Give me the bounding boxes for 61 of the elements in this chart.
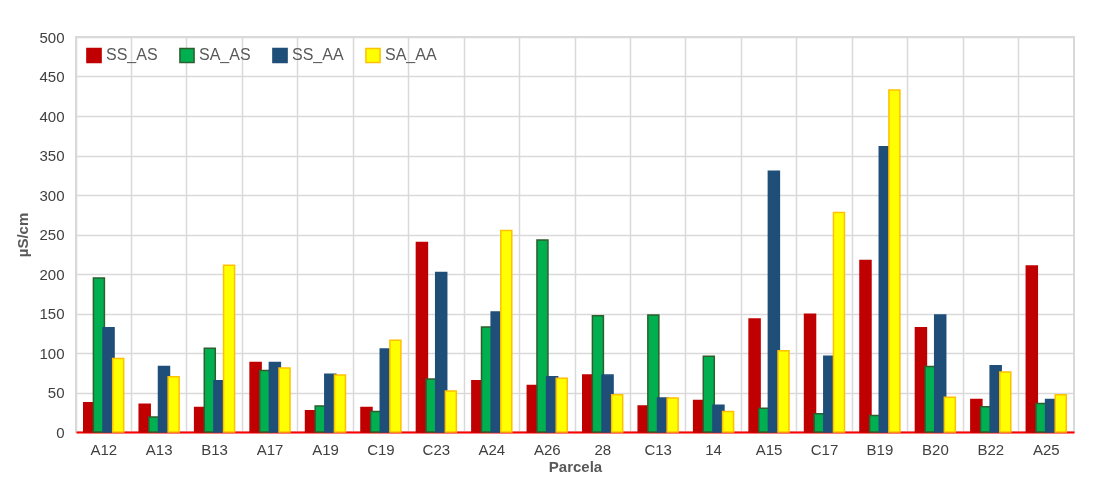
bar — [721, 410, 735, 433]
x-tick-label: B22 — [977, 440, 1005, 458]
bar — [500, 229, 513, 433]
x-tick-label: C19 — [367, 440, 395, 458]
bar — [832, 211, 846, 433]
x-tick-label: C17 — [810, 440, 839, 458]
bar — [777, 349, 790, 433]
bar — [888, 89, 901, 433]
x-tick-label: 28 — [594, 440, 612, 458]
bar — [666, 397, 679, 433]
bar — [111, 357, 125, 433]
x-tick-label: C23 — [422, 440, 451, 458]
bar — [1025, 265, 1039, 433]
x-tick-label: A25 — [1032, 440, 1060, 458]
y-tick-label: 450 — [39, 68, 65, 85]
x-tick-label: A13 — [145, 440, 173, 458]
y-tick-label: 400 — [39, 107, 65, 125]
bar — [943, 396, 957, 433]
bar — [536, 239, 549, 433]
bar — [610, 394, 624, 433]
x-tick-label: B19 — [866, 440, 894, 458]
bar — [333, 374, 347, 433]
x-tick-label: B20 — [922, 440, 949, 458]
bar — [999, 371, 1012, 433]
bar — [803, 313, 817, 433]
x-tick-label: 14 — [705, 440, 722, 458]
bar — [647, 314, 660, 433]
x-tick-label: B13 — [201, 440, 228, 458]
bar — [748, 318, 761, 433]
bar — [434, 271, 448, 433]
x-tick-label: A17 — [256, 440, 284, 458]
y-axis-title: µS/cm — [14, 212, 32, 258]
y-tick-label: 100 — [39, 344, 65, 362]
y-tick-label: 250 — [39, 226, 65, 243]
x-tick-label: A15 — [755, 440, 783, 458]
y-tick-label: 0 — [56, 423, 65, 441]
bar — [444, 390, 458, 433]
y-tick-label: 200 — [39, 265, 65, 283]
bar — [933, 314, 947, 433]
y-tick-label: 350 — [39, 147, 65, 164]
bar — [1054, 394, 1067, 433]
bar — [167, 375, 180, 433]
legend-label: SA_AA — [385, 46, 437, 65]
bar — [278, 367, 291, 433]
bar — [389, 339, 402, 433]
x-tick-label: A24 — [478, 440, 506, 458]
legend-label: SS_AS — [106, 46, 158, 65]
y-tick-label: 500 — [39, 28, 65, 46]
bar — [859, 259, 872, 433]
x-tick-label: A26 — [533, 440, 561, 458]
x-axis-title: Parcela — [548, 457, 603, 475]
y-tick-label: 150 — [39, 305, 65, 322]
y-tick-label: 50 — [47, 384, 65, 401]
legend-label: SS_AA — [292, 46, 344, 65]
x-tick-label: A12 — [90, 440, 118, 458]
bar — [555, 377, 568, 433]
y-tick-label: 300 — [39, 186, 65, 204]
legend-label: SA_AS — [199, 46, 251, 65]
x-tick-label: A19 — [312, 440, 339, 458]
bar — [222, 264, 236, 433]
x-tick-label: C13 — [644, 440, 672, 458]
